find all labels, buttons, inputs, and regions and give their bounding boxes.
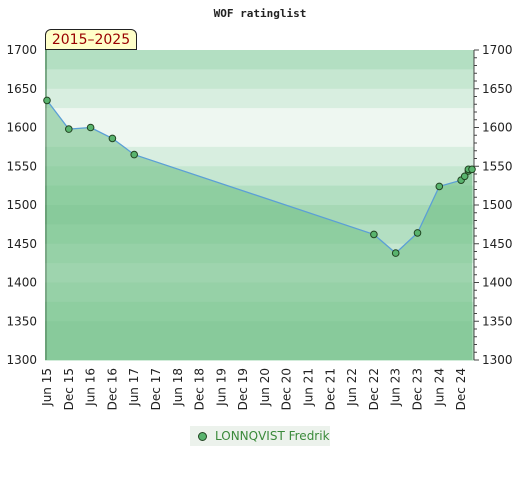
rating-point [108,134,117,143]
x-tick-label: Dec 22 [367,368,381,410]
y-tick-label: 1450 [6,237,37,251]
x-tick-label: Jun 23 [389,368,403,407]
rating-area [47,100,472,361]
background-band [45,108,474,128]
legend-marker-icon [198,431,207,441]
x-tick-label: Jun 24 [432,368,446,407]
y-tick-label: 1650 [6,82,37,96]
y-tick-label: 1400 [482,276,513,290]
x-tick-label: Jun 19 [214,368,228,407]
legend-label: LONNQVIST Fredrik [215,429,330,443]
rating-point [130,150,138,159]
x-tick-label: Dec 20 [280,368,294,410]
x-tick-label: Dec 17 [149,368,163,410]
y-tick-label: 1700 [482,43,513,57]
y-tick-label: 1600 [482,121,513,135]
y-axis-right: 1300 1350 1400 1450 1500 1550 1600 1650 1700 [474,43,513,367]
y-axis-left: 1300 1350 1400 1450 1500 1550 1600 1650 1700 [6,43,37,367]
rating-point [413,229,422,237]
y-tick-label: 1650 [482,82,513,96]
x-tick-label: Dec 21 [323,368,337,410]
rating-point [460,172,469,181]
period-badge: 2015–2025 [45,29,137,50]
y-tick-label: 1300 [482,353,513,367]
x-tick-label: Dec 24 [454,368,468,410]
background-band [45,69,474,90]
x-tick-label: Jun 17 [127,368,141,407]
x-tick-label: Jun 20 [258,368,272,407]
rating-point [86,123,95,132]
x-tick-label: Jun 21 [302,368,316,407]
x-axis: Jun 15 Dec 15 Jun 16 Dec 16 Jun 17 Dec 17 Jun … [40,368,468,410]
y-tick-label: 1450 [482,237,513,251]
x-tick-label: Dec 23 [411,368,425,410]
rating-point [43,96,51,105]
y-tick-label: 1700 [6,43,37,57]
y-tick-label: 1400 [6,276,37,290]
background-band [45,50,474,70]
rating-point [435,182,444,191]
rating-point [391,249,400,257]
rating-points [43,96,476,257]
y-tick-label: 1550 [6,159,37,173]
background-band [45,88,474,109]
x-tick-label: Jun 16 [84,368,98,407]
x-tick-label: Jun 22 [345,368,359,407]
x-tick-label: Dec 16 [105,368,119,410]
background-band [45,127,474,148]
y-tick-label: 1600 [6,121,37,135]
y-tick-label: 1550 [482,159,513,173]
y-tick-label: 1500 [6,198,37,212]
legend[interactable]: LONNQVIST Fredrik [190,426,330,446]
x-tick-label: Dec 18 [193,368,207,410]
y-tick-label: 1300 [6,353,37,367]
x-tick-label: Dec 15 [62,368,76,410]
y-tick-label: 1350 [6,314,37,328]
rating-point [468,165,476,174]
x-tick-label: Jun 15 [40,368,54,407]
rating-point [370,230,378,239]
y-tick-label: 1500 [482,198,513,212]
chart-title: WOF ratinglist [214,7,307,20]
rating-point [65,125,73,133]
x-tick-label: Jun 18 [171,368,185,407]
x-tick-label: Dec 19 [236,368,250,410]
y-tick-label: 1350 [482,314,513,328]
